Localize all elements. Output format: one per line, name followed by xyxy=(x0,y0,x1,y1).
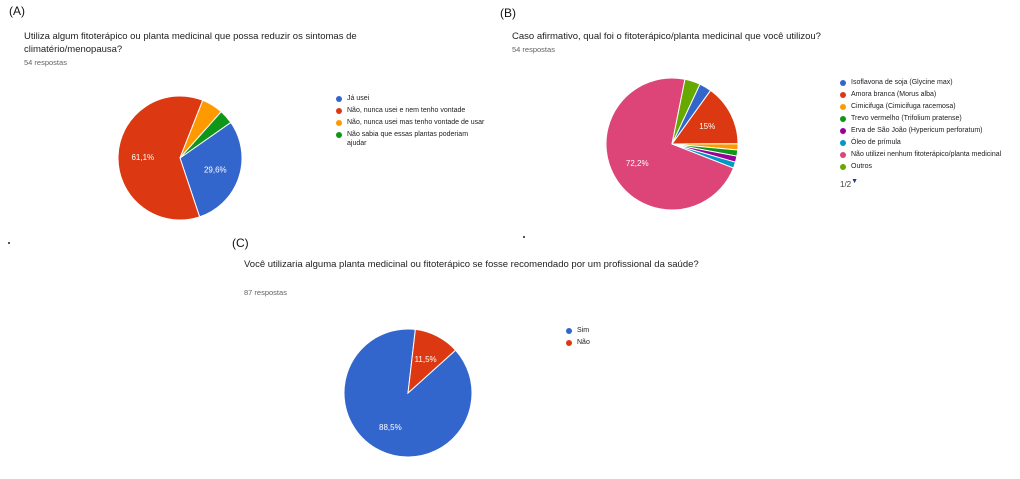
legend-item-a-1: Não, nunca usei e nem tenho vontade xyxy=(336,106,486,115)
legend-label: Erva de São João (Hypericum perforatum) xyxy=(851,127,983,134)
legend-item-b-6: Não utilizei nenhum fitoterápico/planta … xyxy=(840,150,1010,159)
panel-c-letter: (C) xyxy=(232,236,249,250)
panel-b-response-count: 54 respostas xyxy=(512,45,555,54)
legend-swatch xyxy=(566,339,572,346)
legend-swatch xyxy=(840,91,846,98)
legend-swatch xyxy=(566,327,572,334)
legend-item-a-0: Já usei xyxy=(336,94,486,103)
pie-slice-a-0 xyxy=(179,121,243,218)
pie-data-label-c-0: 88,5% xyxy=(379,423,402,432)
legend-item-c-1: Não xyxy=(566,338,686,347)
scan-mark xyxy=(523,236,525,238)
panel-c: (C) Você utilizaria alguma planta medici… xyxy=(228,236,778,479)
legend-item-b-1: Amora branca (Morus alba) xyxy=(840,90,1010,99)
legend-item-b-2: Cimicifuga (Cimicifuga racemosa) xyxy=(840,102,1010,111)
panel-b: (B) Caso afirmativo, qual foi o fitoterá… xyxy=(500,0,1020,232)
panel-c-response-count: 87 respostas xyxy=(244,288,287,297)
legend-swatch xyxy=(336,107,342,114)
pie-slice-c-0 xyxy=(343,328,473,458)
pie-slice-b-1 xyxy=(671,89,739,145)
legend-label: Isoflavona de soja (Glycine max) xyxy=(851,79,953,86)
legend-swatch xyxy=(840,163,846,170)
pie-data-label-c-1: 11,5% xyxy=(415,355,437,364)
legend-label: Amora branca (Morus alba) xyxy=(851,91,937,98)
panel-a: (A) Utiliza algum fitoterápico ou planta… xyxy=(0,0,500,232)
legend-item-b-5: Óleo de prímula xyxy=(840,138,1010,147)
panel-c-question-title: Você utilizaria alguma planta medicinal … xyxy=(244,259,699,270)
legend-label: Cimicifuga (Cimicifuga racemosa) xyxy=(851,103,956,110)
legend-label: Outros xyxy=(851,163,873,170)
legend-swatch xyxy=(840,115,846,122)
pie-data-label-a-1: 61,1% xyxy=(131,153,154,162)
legend-swatch xyxy=(840,139,846,146)
pie-slice-a-3 xyxy=(179,110,232,159)
legend-item-b-0: Isoflavona de soja (Glycine max) xyxy=(840,78,1010,87)
panel-b-letter: (B) xyxy=(500,6,516,20)
legend-item-b-3: Trevo vermelho (Trifolium pratense) xyxy=(840,114,1010,123)
legend-swatch xyxy=(840,103,846,110)
panel-a-letter: (A) xyxy=(9,4,25,18)
pie-data-label-a-0: 29,6% xyxy=(204,166,227,175)
chevron-down-icon[interactable]: ▼ xyxy=(851,178,859,185)
legend-pagination[interactable]: 1/2 ▼ xyxy=(840,174,1010,189)
pie-chart-c: 88,5% 11,5% xyxy=(343,328,473,458)
legend-item-a-3: Não sabia que essas plantas poderiam aju… xyxy=(336,130,486,148)
panel-b-question-title: Caso afirmativo, qual foi o fitoterápico… xyxy=(512,31,821,42)
legend-label: Não, nunca usei e nem tenho vontade xyxy=(347,107,466,114)
legend-a: Já usei Não, nunca usei e nem tenho vonta… xyxy=(336,94,486,151)
legend-item-c-0: Sim xyxy=(566,326,686,335)
legend-item-b-7: Outros xyxy=(840,162,1010,171)
pie-slice-b-7 xyxy=(671,78,701,145)
legend-c: Sim Não xyxy=(566,326,686,350)
legend-label: Sim xyxy=(577,327,590,334)
panel-a-response-count: 54 respostas xyxy=(24,58,67,67)
legend-label: Não xyxy=(577,339,590,346)
pie-slice-b-6 xyxy=(605,77,735,211)
panel-a-question-title: Utiliza algum fitoterápico ou planta med… xyxy=(24,31,357,55)
legend-swatch xyxy=(840,79,846,86)
legend-label: Trevo vermelho (Trifolium pratense) xyxy=(851,115,962,122)
pie-data-label-b-1: 15% xyxy=(699,122,715,131)
pie-chart-a: 29,6% 61,1% xyxy=(117,95,243,221)
legend-swatch xyxy=(336,119,342,126)
legend-swatch xyxy=(840,127,846,134)
scan-mark xyxy=(8,242,10,244)
legend-label: Óleo de prímula xyxy=(851,139,901,146)
pie-data-label-b-6: 72,2% xyxy=(626,159,649,168)
legend-swatch xyxy=(336,131,342,138)
legend-swatch xyxy=(840,151,846,158)
legend-label: Já usei xyxy=(347,95,370,102)
legend-b: Isoflavona de soja (Glycine max) Amora br… xyxy=(840,78,1010,189)
pie-chart-b: 15% 72,2% xyxy=(605,77,739,211)
legend-label: Não, nunca usei mas tenho vontade de usa… xyxy=(347,119,485,126)
pie-slice-a-1 xyxy=(117,95,204,221)
legend-pager[interactable]: 1/2 xyxy=(840,180,852,189)
pie-slice-c-1 xyxy=(407,328,457,395)
legend-swatch xyxy=(336,95,342,102)
legend-label: Não utilizei nenhum fitoterápico/planta … xyxy=(851,151,1002,158)
legend-item-b-4: Erva de São João (Hypericum perforatum) xyxy=(840,126,1010,135)
legend-item-a-2: Não, nunca usei mas tenho vontade de usa… xyxy=(336,118,486,127)
legend-label: Não sabia que essas plantas poderiam aju… xyxy=(347,131,469,147)
